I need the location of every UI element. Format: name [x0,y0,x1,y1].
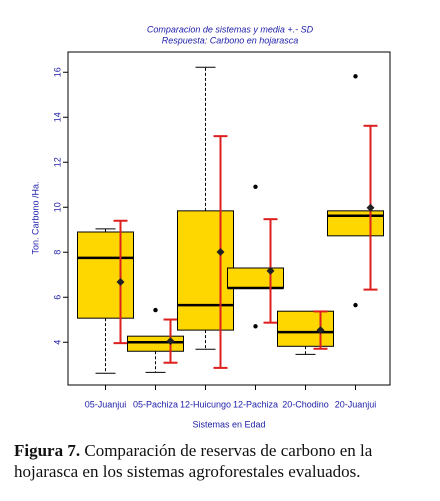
outlier [253,324,258,329]
y-tick-label: 6 [52,295,62,300]
y-tick-label: 14 [52,112,62,122]
caption-label: Figura 7. [14,441,81,460]
mean-marker [166,337,175,346]
y-tick-label: 12 [52,157,62,167]
chart: Comparacion de sistemas y media +.- SD R… [30,24,391,429]
box [227,267,284,289]
mean-marker [316,326,325,335]
y-tick-label: 8 [52,250,62,255]
outlier [353,74,358,79]
outlier [253,184,258,189]
mean-marker [366,203,375,212]
mean-marker [216,248,225,257]
plot-frame [67,51,391,386]
outlier [353,302,358,308]
mean-marker [116,277,125,286]
box [127,335,184,352]
y-tick-label: 16 [52,67,62,77]
x-tick-label: 20-Juanjui [335,399,377,409]
caption: Figura 7. Comparación de reservas de car… [14,440,434,482]
x-tick-label: 20-Chodino [282,399,329,409]
y-axis-label: Ton. Carbono /Ha. [30,181,40,254]
chart-subtitle: Respuesta: Carbono en hojarasca [162,35,299,45]
caption-text: Comparación de reservas de carbono en la… [14,441,373,481]
mean-marker [266,266,275,275]
box [177,210,234,331]
box [277,310,334,347]
x-tick-label: 12-Pachiza [233,399,278,409]
x-tick-label: 12-Huicungo [180,399,231,409]
chart-title: Comparacion de sistemas y media +.- SD [147,24,314,34]
x-tick-label: 05-Pachiza [133,399,178,409]
x-tick-label: 05-Juanjui [85,399,127,409]
box [77,231,134,319]
y-tick-label: 4 [52,340,62,345]
outlier [153,307,158,313]
x-axis-label: Sistemas en Edad [192,419,265,429]
y-tick-label: 10 [52,202,62,212]
